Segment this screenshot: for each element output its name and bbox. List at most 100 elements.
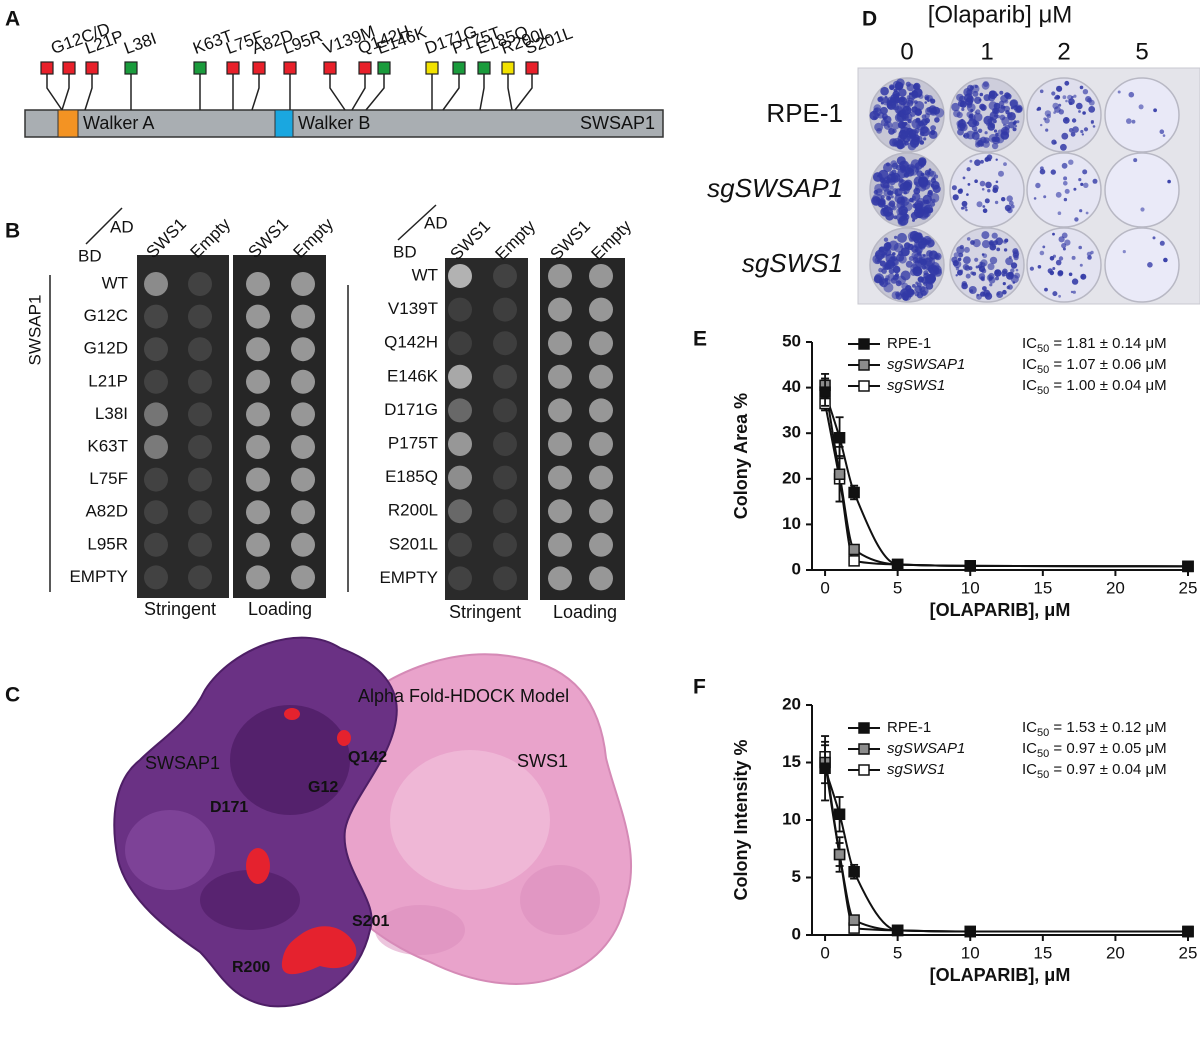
colony-dot: [972, 90, 979, 97]
colony-dot: [996, 247, 1001, 252]
colony-dot: [896, 141, 905, 150]
ic50-prefix: IC: [1022, 335, 1037, 352]
colony-dot: [1092, 125, 1096, 128]
mutation-box: [477, 61, 491, 75]
colony-dot: [974, 159, 981, 166]
yeast-spot: [548, 566, 572, 591]
yeast-spot: [291, 304, 315, 329]
colony-dot: [876, 127, 882, 134]
colony-dot: [1003, 123, 1006, 127]
colony-dot: [930, 125, 936, 131]
colony-dot: [960, 206, 964, 210]
colony-dot: [914, 181, 919, 186]
colony-dot: [995, 180, 999, 184]
colony-dot: [920, 164, 924, 168]
yeast-spot: [548, 364, 572, 389]
yeast-spot: [548, 264, 572, 288]
colony-dot: [956, 93, 964, 102]
colony-dot: [1058, 103, 1062, 107]
yeast-spot: [493, 532, 517, 557]
data-point: [833, 848, 846, 861]
colony-dot: [902, 201, 913, 212]
colony-dot: [983, 137, 990, 144]
dose-label: 5: [1135, 38, 1148, 65]
colony-dot: [1080, 129, 1084, 134]
yeast-spot: [188, 369, 212, 394]
yeast-spot: [448, 432, 472, 456]
residue-label: D171: [210, 799, 248, 816]
well: [1026, 77, 1102, 153]
y-tick-label: 15: [782, 752, 801, 771]
ic50-subscript: 50: [1037, 385, 1049, 397]
fit-curve: [824, 403, 1189, 568]
colony-dot: [985, 181, 992, 189]
colony-dot: [924, 169, 931, 176]
legend-marker: [858, 338, 870, 350]
yeast-spot: [291, 369, 315, 394]
row-label: L38I: [95, 404, 128, 423]
ic50-annotation: IC50 = 1.07 ± 0.06 μM: [1022, 356, 1167, 376]
colony-dot: [891, 121, 900, 130]
colony-dot: [966, 167, 971, 172]
colony-dot: [965, 273, 971, 279]
colony-dot: [1071, 278, 1079, 285]
colony-dot: [885, 241, 891, 248]
walker-a-motif: [57, 109, 79, 138]
colony-dot: [905, 214, 909, 218]
colony-dot: [877, 96, 883, 103]
yeast-spot: [188, 467, 212, 492]
colony-dot: [984, 198, 990, 204]
yeast-spot: [291, 565, 315, 590]
yeast-spot: [144, 532, 168, 557]
colony-dot: [922, 194, 932, 204]
colony-dot: [969, 115, 974, 120]
colony-dot: [1058, 109, 1065, 115]
row-label: L21P: [88, 371, 128, 390]
colony-dot: [927, 207, 934, 214]
yeast-spot: [291, 532, 315, 557]
colony-dot: [1000, 94, 1008, 103]
colony-dot: [903, 182, 910, 188]
colony-dot: [923, 207, 926, 210]
colony-dot: [934, 108, 945, 118]
colony-dot: [916, 167, 920, 171]
colony-dot: [994, 200, 999, 205]
yeast-spot: [493, 264, 517, 288]
colony-dot: [891, 102, 900, 111]
colony-dot: [893, 242, 904, 253]
colony-dot: [1002, 268, 1008, 275]
colony-dot: [911, 245, 919, 253]
colony-dot: [987, 189, 991, 193]
colony-dot: [981, 81, 990, 90]
well: [1104, 152, 1180, 228]
y-tick-label: 30: [782, 423, 801, 442]
yeast-spot: [291, 435, 315, 459]
yeast-spot: [188, 402, 212, 427]
colony-dot: [995, 237, 1004, 246]
colony-dot: [951, 185, 957, 191]
colony-dot: [1083, 182, 1089, 188]
colony-dot: [909, 197, 914, 203]
yeast-spot: [493, 432, 517, 456]
ic50-prefix: IC: [1022, 356, 1037, 373]
data-point: [833, 432, 846, 444]
yeast-spot: [448, 499, 472, 524]
data-point: [964, 925, 976, 938]
colony-dot: [914, 100, 918, 104]
colony-dot: [1092, 178, 1098, 184]
mutation-stem: [329, 74, 346, 111]
colony-dot: [1002, 282, 1006, 286]
colony-dot: [1012, 250, 1020, 257]
colony-dot: [1008, 255, 1012, 259]
data-point: [848, 914, 860, 926]
colony-dot: [934, 174, 939, 179]
colony-dot: [957, 119, 967, 129]
yeast-spot: [246, 304, 270, 329]
colony-dot: [1046, 113, 1051, 119]
colony-dot: [918, 184, 927, 192]
colony-dot: [1078, 245, 1082, 250]
colony-dot: [912, 192, 921, 202]
colony-dot: [1003, 162, 1007, 167]
colony-dot: [919, 160, 924, 165]
